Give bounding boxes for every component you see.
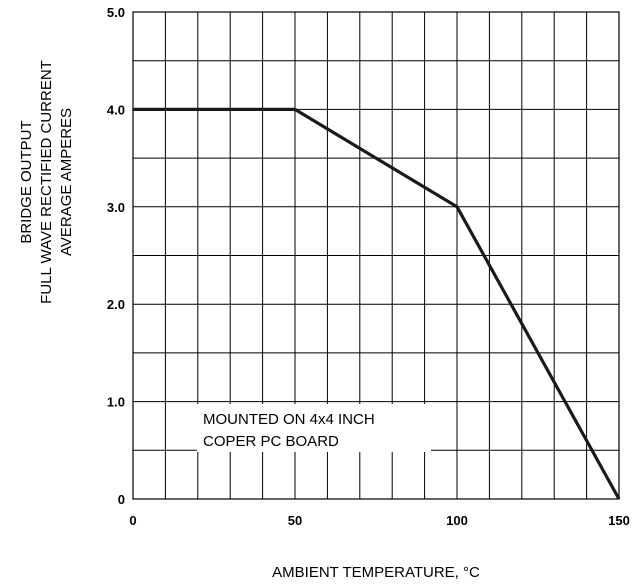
y-tick-label: 2.0 bbox=[107, 297, 125, 312]
x-axis-title: AMBIENT TEMPERATURE, °C bbox=[272, 564, 480, 581]
y-tick-label: 3.0 bbox=[107, 200, 125, 215]
y-tick-label: 0 bbox=[118, 492, 125, 507]
x-tick-label: 0 bbox=[129, 513, 136, 528]
y-axis-title-line-2: FULL WAVE RECTIFIED CURRENT bbox=[38, 60, 55, 304]
y-axis-title-line-1: BRIDGE OUTPUT bbox=[18, 120, 35, 243]
annotation: MOUNTED ON 4x4 INCH COPER PC BOARD bbox=[197, 404, 431, 452]
y-axis-title: BRIDGE OUTPUT FULL WAVE RECTIFIED CURREN… bbox=[18, 60, 75, 304]
series-line-0 bbox=[133, 107, 621, 500]
y-tick-labels: 0 1.0 2.0 3.0 4.0 5.0 bbox=[107, 5, 125, 507]
annotation-background bbox=[197, 404, 431, 452]
y-tick-label: 5.0 bbox=[107, 5, 125, 20]
x-tick-label: 150 bbox=[608, 513, 630, 528]
y-axis-title-line-3: AVERAGE AMPERES bbox=[58, 108, 75, 256]
y-tick-label: 1.0 bbox=[107, 395, 125, 410]
annotation-line-2: COPER PC BOARD bbox=[203, 433, 339, 450]
x-tick-label: 100 bbox=[446, 513, 468, 528]
x-tick-label: 50 bbox=[288, 513, 302, 528]
series-layer bbox=[133, 107, 621, 500]
x-tick-labels: 0 50 100 150 bbox=[129, 513, 629, 528]
y-tick-label: 4.0 bbox=[107, 102, 125, 117]
plot-frame bbox=[132, 11, 620, 500]
annotation-line-1: MOUNTED ON 4x4 INCH bbox=[203, 411, 375, 428]
